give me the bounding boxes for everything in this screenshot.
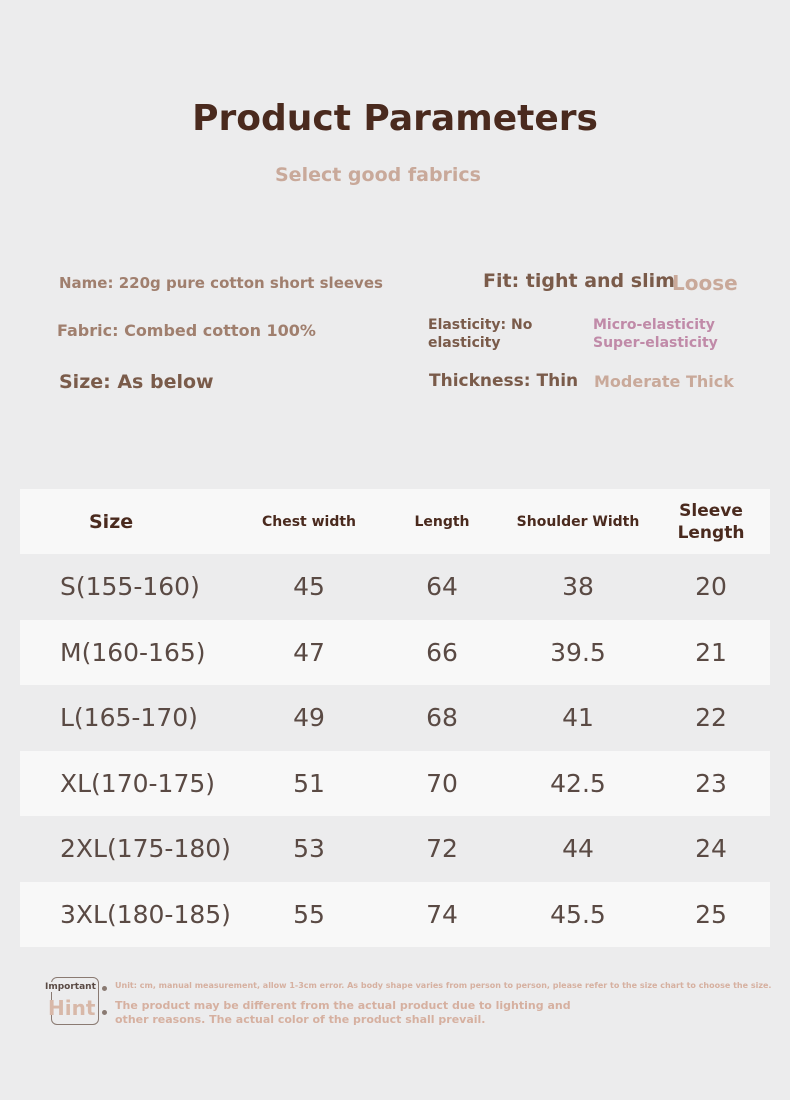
cell-shoulder: 44	[504, 816, 652, 882]
param-elasticity: Elasticity: No elasticity	[428, 317, 533, 351]
cell-shoulder: 39.5	[504, 619, 652, 685]
table-header-row: Size Chest width Length Shoulder Width S…	[20, 489, 770, 554]
cell-sleeve: 22	[652, 685, 770, 751]
param-fit: Fit: tight and slim	[483, 270, 675, 292]
cell-chest: 47	[238, 619, 380, 685]
param-thickness-alt: Moderate Thick	[594, 372, 734, 391]
param-fit-alt: Loose	[672, 271, 738, 295]
page-subtitle: Select good fabrics	[275, 164, 481, 186]
col-header-length: Length	[380, 489, 504, 554]
cell-length: 66	[380, 619, 504, 685]
page-title: Product Parameters	[192, 98, 598, 139]
cell-length: 72	[380, 816, 504, 882]
cell-chest: 53	[238, 816, 380, 882]
cell-chest: 55	[238, 881, 380, 947]
bullet-icon	[102, 986, 107, 991]
table-row: 2XL(175-180) 53 72 44 24	[20, 816, 770, 882]
table-row: M(160-165) 47 66 39.5 21	[20, 619, 770, 685]
cell-size: M(160-165)	[20, 619, 238, 685]
cell-sleeve: 21	[652, 619, 770, 685]
cell-length: 68	[380, 685, 504, 751]
param-elasticity-alt1: Micro-elasticity	[593, 317, 715, 333]
param-elasticity-alt2: Super-elasticity	[593, 335, 718, 351]
param-thickness: Thickness: Thin	[429, 371, 579, 391]
col-header-sleeve: Sleeve Length	[652, 489, 770, 554]
table-row: XL(170-175) 51 70 42.5 23	[20, 750, 770, 816]
cell-length: 64	[380, 554, 504, 620]
table-row: 3XL(180-185) 55 74 45.5 25	[20, 881, 770, 947]
param-name: Name: 220g pure cotton short sleeves	[59, 274, 383, 292]
cell-chest: 51	[238, 750, 380, 816]
cell-size: 3XL(180-185)	[20, 881, 238, 947]
cell-sleeve: 20	[652, 554, 770, 620]
col-header-size: Size	[20, 489, 238, 554]
cell-size: S(155-160)	[20, 554, 238, 620]
cell-size: XL(170-175)	[20, 750, 238, 816]
table-row: L(165-170) 49 68 41 22	[20, 685, 770, 751]
cell-sleeve: 24	[652, 816, 770, 882]
cell-sleeve: 25	[652, 881, 770, 947]
col-header-shoulder: Shoulder Width	[504, 489, 652, 554]
param-fabric: Fabric: Combed cotton 100%	[57, 321, 316, 340]
table-row: S(155-160) 45 64 38 20	[20, 554, 770, 620]
cell-shoulder: 42.5	[504, 750, 652, 816]
cell-length: 74	[380, 881, 504, 947]
cell-length: 70	[380, 750, 504, 816]
bullet-icon	[102, 1010, 107, 1015]
cell-size: 2XL(175-180)	[20, 816, 238, 882]
cell-shoulder: 45.5	[504, 881, 652, 947]
cell-chest: 45	[238, 554, 380, 620]
cell-shoulder: 38	[504, 554, 652, 620]
hint-note-color: The product may be different from the ac…	[115, 999, 571, 1026]
cell-size: L(165-170)	[20, 685, 238, 751]
param-size: Size: As below	[59, 371, 214, 393]
hint-important-label: Important	[44, 982, 97, 992]
cell-sleeve: 23	[652, 750, 770, 816]
hint-note-measurement: Unit: cm, manual measurement, allow 1-3c…	[115, 981, 772, 990]
cell-chest: 49	[238, 685, 380, 751]
size-table: Size Chest width Length Shoulder Width S…	[20, 489, 770, 947]
hint-label: Hint	[48, 996, 96, 1020]
cell-shoulder: 41	[504, 685, 652, 751]
col-header-chest: Chest width	[238, 489, 380, 554]
